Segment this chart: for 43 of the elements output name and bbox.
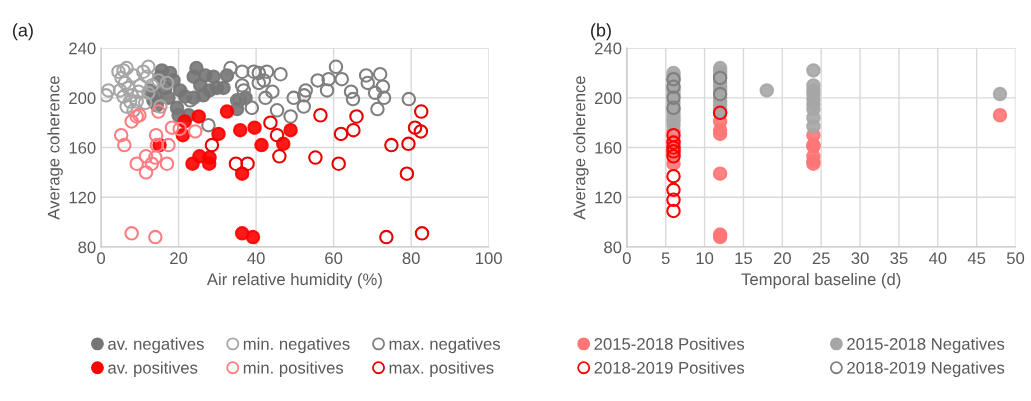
y-tick-label: 80 [78,241,96,254]
y-tick-label: 240 [595,42,622,55]
legend-label: min. negatives [243,337,350,354]
x-tick-label: 45 [967,252,986,265]
x-axis-title: Air relative humidity (%) [206,272,382,289]
y-axis-title: Average coherence [573,76,589,220]
x-tick-label: 15 [735,252,753,265]
y-tick-label: 200 [595,92,622,105]
y-tick-label: 160 [595,141,622,154]
legend-label: max. negatives [389,337,501,354]
y-tick-label: 200 [69,92,96,105]
x-tick-label: 80 [402,252,420,265]
x-tick-label: 25 [812,252,830,265]
y-tick-label: 120 [595,191,622,204]
x-tick-label: 0 [97,252,106,265]
y-tick-label: 80 [604,241,622,254]
y-tick-label: 160 [69,141,96,154]
x-tick-label: 0 [622,252,631,265]
x-tick-label: 60 [325,252,343,265]
chart-title: (b) [591,23,611,41]
legend-label: 2015-2018 Negatives [847,337,1005,354]
legend-label: 2018-2019 Positives [594,361,745,374]
legend-label: 2015-2018 Positives [594,337,745,350]
x-tick-label: 40 [928,252,947,265]
legend-label: max. positives [389,361,494,377]
x-tick-label: 40 [247,252,265,265]
legend-label: 2018-2019 Negatives [847,361,1005,377]
x-tick-label: 100 [476,252,502,265]
legend-label: av. negatives [108,337,204,354]
x-tick-label: 30 [851,252,869,265]
legend-label: min. positives [243,361,344,377]
chart-title: (a) [13,23,33,41]
x-tick-label: 20 [170,252,188,265]
x-tick-label: 35 [890,252,908,265]
legend-label: av. positives [108,361,198,377]
x-tick-label: 10 [696,252,714,265]
x-tick-label: 5 [661,252,670,265]
y-tick-label: 240 [69,42,96,55]
x-axis-title: Temporal baseline (d) [741,272,901,289]
x-tick-label: 20 [773,252,791,265]
y-tick-label: 120 [69,191,96,204]
y-axis-title: Average coherence [47,76,63,220]
x-tick-label: 50 [1006,252,1025,265]
